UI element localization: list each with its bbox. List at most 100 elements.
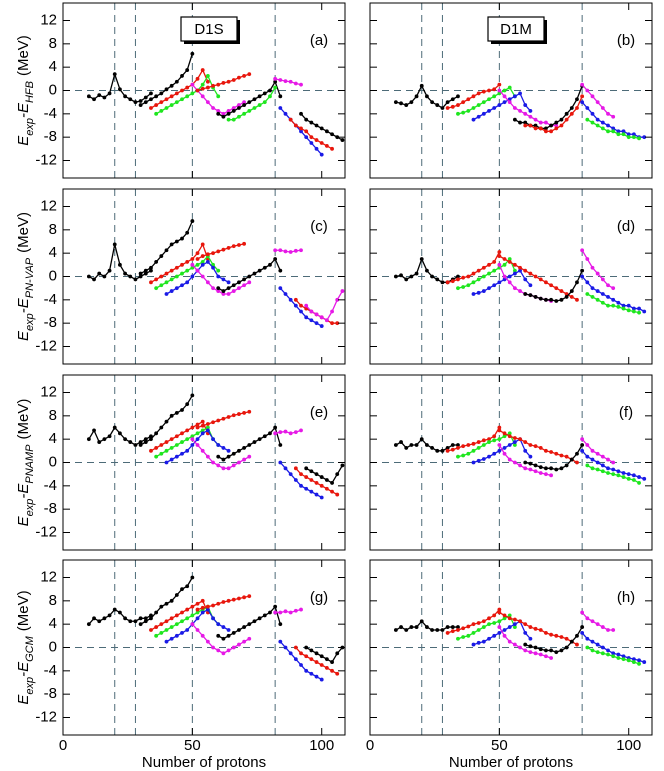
data-point	[544, 472, 548, 477]
data-point	[456, 103, 460, 107]
data-point	[205, 85, 210, 90]
data-point	[164, 292, 169, 296]
data-point	[533, 645, 538, 650]
data-point	[461, 110, 466, 115]
data-point	[518, 437, 522, 442]
data-point	[595, 271, 600, 276]
data-point	[425, 268, 429, 273]
data-point	[304, 645, 309, 650]
data-point	[299, 651, 303, 656]
panel-label: (a)	[310, 32, 328, 49]
data-point	[476, 268, 481, 273]
data-point	[471, 106, 476, 110]
data-point	[476, 440, 481, 444]
data-point	[237, 448, 241, 453]
data-point	[221, 277, 226, 282]
data-point	[112, 607, 117, 612]
data-point	[538, 296, 543, 301]
panel: 0 50 100 Number of protons (h)	[366, 559, 653, 771]
data-point	[216, 601, 221, 606]
data-point	[600, 120, 605, 125]
data-point	[492, 106, 497, 110]
data-point	[611, 303, 616, 308]
data-point	[631, 657, 636, 662]
data-point	[200, 242, 205, 247]
data-point	[461, 275, 466, 280]
data-point	[231, 109, 236, 113]
data-point	[487, 440, 491, 444]
data-point	[164, 87, 169, 92]
data-point	[278, 268, 283, 273]
y-tick-label: -4	[44, 291, 57, 308]
data-point	[450, 629, 455, 634]
data-point	[149, 448, 153, 453]
data-point	[180, 88, 184, 93]
data-point	[512, 106, 517, 110]
data-point	[97, 93, 102, 98]
data-point	[393, 443, 398, 447]
data-point	[164, 280, 169, 285]
data-point	[299, 126, 303, 131]
panel: -12 -8 -4 0 4 8 12 Eexp-EPNAMP (MeV) (e)	[15, 374, 346, 551]
data-point	[590, 286, 595, 291]
data-point	[257, 437, 262, 442]
data-point	[314, 481, 319, 485]
y-tick-label: 12	[40, 197, 57, 214]
data-point	[221, 416, 226, 421]
data-point	[169, 636, 174, 641]
data-point	[205, 74, 210, 78]
data-point	[512, 286, 517, 291]
data-point	[195, 268, 200, 273]
data-point	[123, 94, 127, 99]
data-point	[242, 100, 247, 105]
data-point	[288, 250, 293, 254]
data-point	[502, 616, 507, 621]
data-point	[278, 622, 283, 627]
y-axis-label-part: exp	[24, 313, 36, 331]
data-point	[164, 106, 169, 110]
y-axis-label-part: -E	[15, 483, 32, 499]
data-point	[237, 114, 241, 119]
data-point	[631, 306, 636, 311]
data-point	[211, 645, 215, 650]
data-point	[549, 648, 554, 653]
data-point	[554, 650, 559, 655]
data-point	[616, 304, 621, 309]
data-point	[226, 246, 231, 250]
data-point	[278, 106, 283, 110]
data-point	[626, 476, 631, 481]
data-point	[154, 260, 159, 264]
panel-label: (e)	[310, 404, 328, 421]
data-point	[314, 651, 319, 656]
data-point	[518, 463, 522, 468]
y-tick-label: 4	[49, 615, 57, 632]
data-point	[595, 117, 600, 122]
data-point	[309, 469, 314, 474]
y-tick-label: -4	[44, 105, 57, 122]
data-point	[190, 613, 195, 618]
data-point	[606, 111, 610, 116]
data-point	[164, 97, 169, 102]
data-point	[533, 126, 538, 131]
data-point	[419, 83, 424, 88]
data-point	[200, 598, 205, 603]
data-point	[154, 103, 159, 107]
data-point	[621, 471, 626, 475]
y-tick-label: -12	[35, 523, 57, 540]
data-point	[626, 308, 631, 313]
data-point	[185, 448, 190, 453]
data-point	[226, 415, 231, 419]
data-point	[190, 575, 195, 580]
data-point	[512, 622, 517, 627]
y-tick-label: 12	[40, 11, 57, 28]
data-point	[86, 622, 91, 627]
data-point	[190, 257, 195, 261]
data-point	[195, 251, 200, 256]
data-point	[456, 636, 460, 641]
data-point	[200, 605, 205, 610]
data-point	[143, 271, 148, 276]
data-point	[226, 633, 231, 638]
data-point	[216, 274, 221, 279]
chain-line	[228, 87, 276, 121]
data-point	[393, 100, 398, 105]
